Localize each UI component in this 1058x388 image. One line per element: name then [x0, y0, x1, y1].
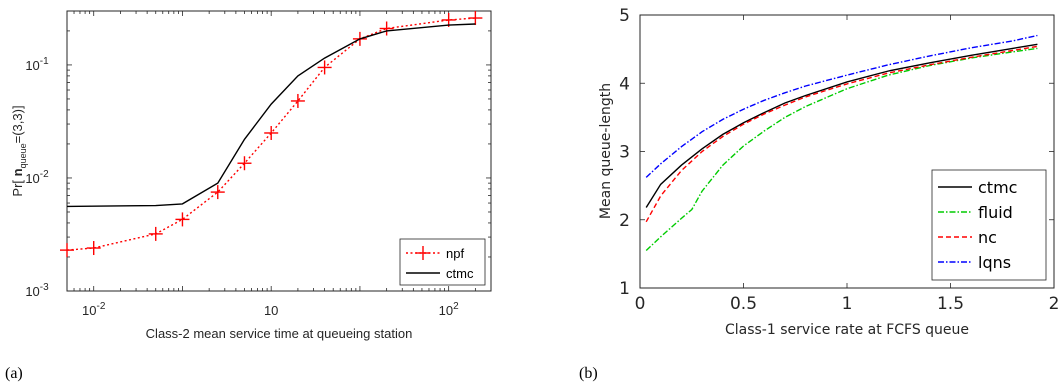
series-line-ctmc	[66, 23, 476, 208]
x-tick-label-a: 10	[264, 303, 278, 318]
data-point-npf	[468, 11, 483, 26]
y-tick-label-b: 4	[619, 74, 630, 94]
y-tick-label-a: 10-1	[25, 56, 49, 73]
x-tick-label-b: 1.5	[937, 294, 964, 314]
y-axis-label-b: Mean queue-length	[598, 83, 614, 219]
data-point-npf	[237, 156, 252, 171]
data-point-npf	[148, 226, 163, 241]
series-line-nc	[645, 45, 1038, 223]
data-point-npf	[175, 212, 190, 227]
data-point-npf	[264, 125, 279, 140]
data-point-npf	[379, 21, 394, 36]
x-tick-label-b: 0.5	[730, 294, 757, 314]
y-axis-label-a: Pr[ nqueue=(3,3)]	[10, 105, 28, 196]
series-line-ctmc	[645, 43, 1038, 208]
legend-label-npf: npf	[446, 246, 464, 261]
legend-label-fluid: fluid	[978, 203, 1013, 222]
x-tick-label-b: 2	[1049, 294, 1058, 314]
legend-label-ctmc: ctmc	[978, 178, 1017, 197]
data-point-npf	[86, 241, 101, 256]
data-point-npf	[317, 60, 332, 75]
series-line-lqns	[645, 34, 1038, 178]
x-tick-label-b: 0	[635, 294, 646, 314]
legend-box-a	[399, 238, 486, 286]
x-tick-label-a: 102	[439, 301, 459, 318]
panel-b: 0 0.5 1 1.5 2 1 2 3 4 5 Class-1 service rate at F…	[579, 6, 1058, 382]
data-point-npf	[60, 243, 74, 258]
y-tick-label-a: 10-3	[25, 282, 49, 299]
y-tick-label-b: 3	[619, 143, 630, 163]
x-axis-label-b: Class-1 service rate at FCFS queue	[725, 322, 969, 338]
panel-label-b: (b)	[579, 365, 598, 382]
y-tick-label-a: 10-2	[25, 169, 49, 186]
data-point-npf	[210, 185, 225, 200]
y-tick-label-b: 2	[619, 211, 630, 231]
legend-label-ctmc: ctmc	[446, 266, 474, 281]
legend-label-lqns: lqns	[978, 253, 1011, 272]
legend-a: npf ctmc	[399, 238, 486, 286]
panel-label-a: (a)	[5, 365, 23, 382]
x-axis-label-a: Class-2 mean service time at queueing st…	[146, 326, 413, 341]
panel-a: 10-2 10 102 10-3 10-2 10-1 Class-2 mean servi…	[5, 10, 492, 382]
data-point-npf	[290, 93, 305, 108]
y-tick-label-b: 1	[619, 279, 630, 299]
series-line-fluid	[645, 47, 1038, 252]
y-tick-label-b: 5	[619, 6, 630, 26]
x-tick-label-b: 1	[842, 294, 853, 314]
x-tick-label-a: 10-2	[82, 301, 106, 318]
legend-label-nc: nc	[978, 228, 997, 247]
legend-b: ctmc fluid nc lqns	[931, 169, 1047, 281]
